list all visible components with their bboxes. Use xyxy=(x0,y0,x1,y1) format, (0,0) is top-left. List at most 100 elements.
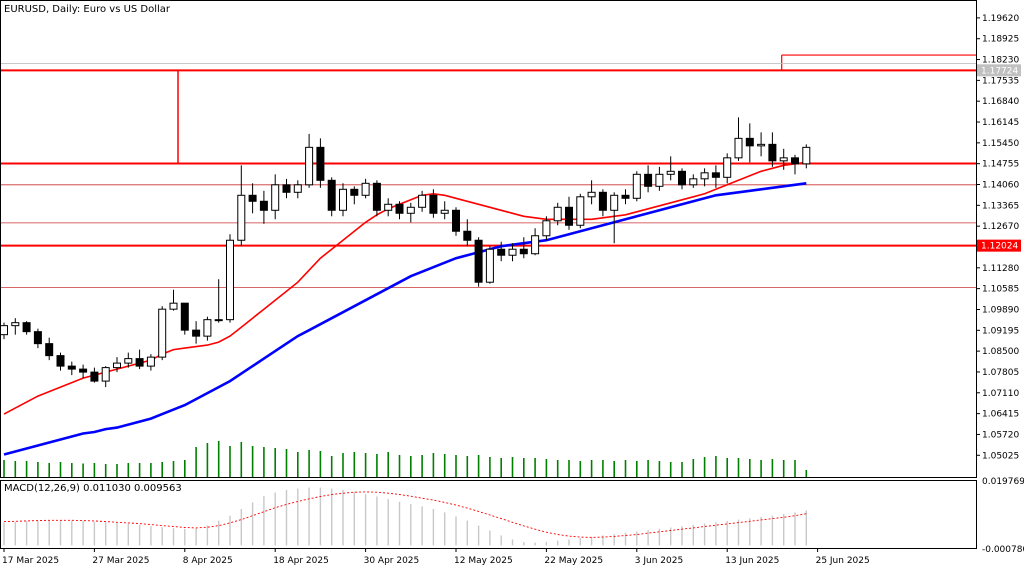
candle xyxy=(519,237,528,259)
price-tick-label: 1.14060 xyxy=(982,181,1019,191)
candle xyxy=(316,138,325,188)
candle-body xyxy=(45,343,54,357)
candle xyxy=(678,168,686,190)
price-tick-label: 1.13365 xyxy=(982,201,1019,211)
candle-body xyxy=(113,362,121,369)
candle xyxy=(689,174,698,188)
candle-body xyxy=(0,325,8,336)
candle xyxy=(56,352,65,371)
price-tick-label: 1.08500 xyxy=(982,347,1019,357)
candle-body xyxy=(463,230,472,241)
candle-body xyxy=(90,371,99,382)
candle xyxy=(214,279,223,323)
price-tick-label: 1.09890 xyxy=(982,305,1019,315)
price-tag-box xyxy=(977,239,1021,252)
candle-body xyxy=(316,146,325,181)
candle-body xyxy=(271,184,280,211)
date-tick-label: 3 Jun 2025 xyxy=(635,556,683,566)
candle-body xyxy=(666,170,675,175)
candle xyxy=(576,193,585,229)
candle-body xyxy=(67,365,76,370)
candle-body xyxy=(135,358,144,367)
candle-body xyxy=(248,194,257,202)
candle xyxy=(621,189,630,205)
candle-body xyxy=(259,200,268,211)
candle xyxy=(180,302,189,335)
candle-body xyxy=(531,235,540,255)
candle-body xyxy=(305,146,314,186)
date-tick-label: 12 May 2025 xyxy=(454,556,513,566)
candle xyxy=(327,177,336,217)
candle-body xyxy=(33,331,42,345)
candle-body xyxy=(101,367,110,382)
candle-body xyxy=(282,184,291,193)
candle-body xyxy=(327,179,336,211)
date-tick-label: 25 Jun 2025 xyxy=(816,556,870,566)
candle xyxy=(644,165,653,193)
price-tick-label: 1.18925 xyxy=(982,35,1019,45)
candle-body xyxy=(56,355,65,367)
candle-body xyxy=(497,248,506,256)
candle xyxy=(610,192,619,244)
candle xyxy=(768,132,777,167)
candle-body xyxy=(406,206,415,214)
candle xyxy=(463,219,472,247)
candle-layer xyxy=(0,117,811,388)
candle xyxy=(700,168,709,187)
candle-body xyxy=(655,173,664,187)
candle xyxy=(757,132,766,157)
price-tick-label: 1.16840 xyxy=(982,97,1019,107)
candle xyxy=(565,196,573,230)
candle-body xyxy=(124,358,133,364)
candle-body xyxy=(587,191,596,198)
date-tick-label: 22 May 2025 xyxy=(544,556,603,566)
macd-tick-label: -0.000780 xyxy=(982,545,1024,555)
candle-body xyxy=(711,172,720,178)
candle xyxy=(282,178,291,199)
price-tag-box xyxy=(977,64,1021,77)
candle xyxy=(45,337,54,361)
candle xyxy=(711,165,720,188)
macd-layer xyxy=(3,487,807,546)
candle xyxy=(542,216,551,241)
candle xyxy=(158,306,167,361)
candle xyxy=(655,166,664,191)
candle-body xyxy=(576,196,585,226)
candle xyxy=(745,123,754,163)
candle xyxy=(372,180,381,217)
candle xyxy=(452,207,460,236)
candle xyxy=(293,180,302,199)
candle xyxy=(135,349,144,370)
candle-body xyxy=(734,137,743,159)
candle-body xyxy=(293,184,302,193)
candle-body xyxy=(519,248,528,255)
candle-body xyxy=(542,220,551,237)
macd-signal-line xyxy=(3,491,807,538)
candle xyxy=(113,357,121,373)
candle xyxy=(429,189,438,218)
candle-body xyxy=(689,178,698,186)
price-tick-label: 1.15450 xyxy=(982,139,1019,149)
candle xyxy=(248,183,257,214)
candle xyxy=(33,328,42,349)
candle-body xyxy=(169,302,178,310)
candle-body xyxy=(745,137,754,147)
candle xyxy=(553,202,562,226)
candle-body xyxy=(226,239,234,321)
macd-pane-frame xyxy=(0,480,977,549)
candle-body xyxy=(192,329,201,337)
candle xyxy=(508,243,517,262)
candle-body xyxy=(565,206,573,226)
candle-body xyxy=(180,302,189,331)
price-tick-label: 1.09195 xyxy=(982,326,1019,336)
candle-body xyxy=(632,173,641,199)
sma-blue-line xyxy=(3,182,807,456)
macd-label: MACD(12,26,9) 0.011030 0.009563 xyxy=(4,483,182,494)
price-tick-label: 1.06415 xyxy=(982,410,1019,420)
candle xyxy=(779,148,788,170)
candle-body xyxy=(768,143,777,162)
candle xyxy=(67,361,76,376)
candle-body xyxy=(350,188,359,196)
